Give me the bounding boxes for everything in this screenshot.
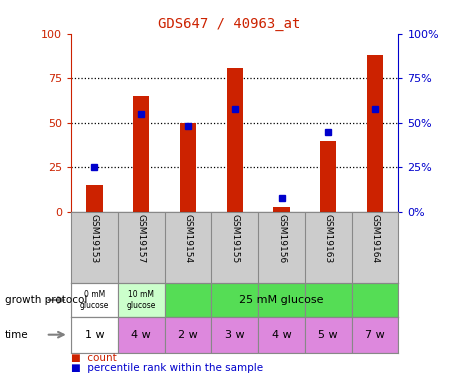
Bar (211, 283, 258, 317)
Text: 25 mM glucose: 25 mM glucose (239, 295, 324, 305)
Text: ■  percentile rank within the sample: ■ percentile rank within the sample (71, 363, 263, 373)
Text: GSM19164: GSM19164 (371, 214, 380, 263)
Text: GSM19157: GSM19157 (136, 214, 146, 263)
Text: time: time (5, 330, 28, 340)
Bar (305, 317, 352, 352)
Bar (71, 283, 118, 317)
Text: 4 w: 4 w (131, 330, 151, 340)
Bar (320, 141, 337, 212)
Text: GSM19155: GSM19155 (230, 214, 239, 263)
Text: GSM19163: GSM19163 (324, 214, 333, 263)
Text: 10 mM
glucose: 10 mM glucose (126, 290, 156, 310)
Bar (258, 317, 305, 352)
Text: 7 w: 7 w (365, 330, 385, 340)
Bar (367, 55, 383, 212)
Bar (71, 317, 118, 352)
Bar (164, 317, 211, 352)
Bar (118, 283, 164, 317)
Text: GSM19153: GSM19153 (90, 214, 99, 263)
Bar (305, 283, 352, 317)
Bar (118, 317, 164, 352)
Bar (133, 96, 149, 212)
Text: GSM19154: GSM19154 (184, 214, 192, 263)
Bar (211, 317, 258, 352)
Text: growth protocol: growth protocol (5, 295, 87, 305)
Bar (352, 283, 398, 317)
Text: 5 w: 5 w (318, 330, 338, 340)
Text: ■  count: ■ count (71, 353, 117, 363)
Bar (227, 68, 243, 212)
Bar (352, 317, 398, 352)
Bar (258, 283, 305, 317)
Text: GSM19156: GSM19156 (277, 214, 286, 263)
Text: 0 mM
glucose: 0 mM glucose (80, 290, 109, 310)
Text: 4 w: 4 w (272, 330, 291, 340)
Text: GDS647 / 40963_at: GDS647 / 40963_at (158, 17, 300, 31)
Text: 2 w: 2 w (178, 330, 198, 340)
Text: 3 w: 3 w (225, 330, 245, 340)
Bar (180, 123, 196, 212)
Text: 1 w: 1 w (85, 330, 104, 340)
Bar (164, 283, 211, 317)
Bar (86, 185, 103, 212)
Bar (273, 207, 290, 212)
